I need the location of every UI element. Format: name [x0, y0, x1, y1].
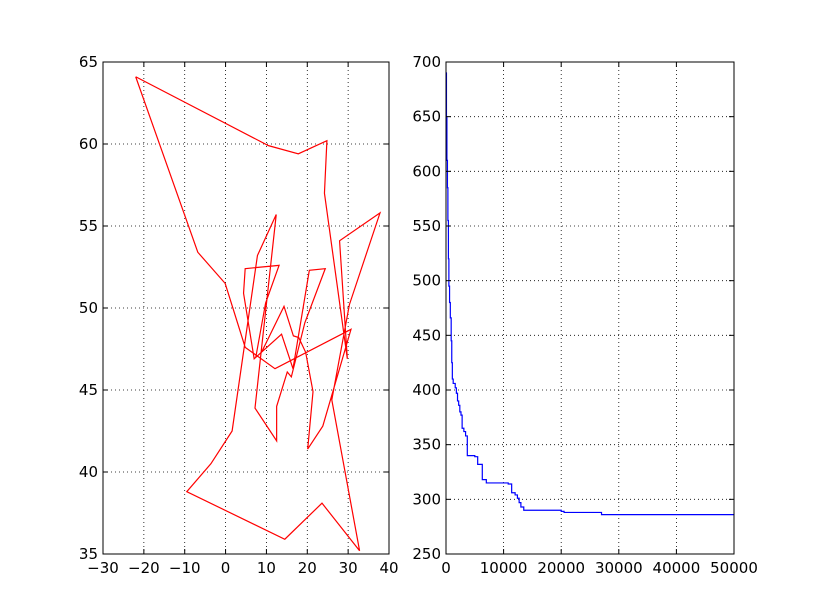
y-tick-label: 600: [412, 162, 441, 180]
axes-frame: [445, 61, 735, 555]
y-tick-label: 250: [412, 545, 441, 563]
y-tick-label: 400: [412, 381, 441, 399]
y-tick-label: 350: [412, 436, 441, 454]
y-tick-label: 500: [412, 272, 441, 290]
x-tick-label: 20: [298, 559, 317, 577]
x-tick-label: 50000: [710, 559, 758, 577]
tour-route-plot: −30 −20 −10 0 10 20 30 40 35 40 45 50 55 60 65: [79, 53, 399, 577]
y-tick-label: 55: [79, 217, 98, 235]
x-tick-label: 10: [257, 559, 276, 577]
y-tick-label: 450: [412, 326, 441, 344]
x-tick-label: 20000: [537, 559, 585, 577]
gridlines: [446, 62, 734, 554]
y-tick-label: 60: [79, 135, 98, 153]
y-tick-label: 700: [412, 53, 441, 71]
y-tick-label: 300: [412, 490, 441, 508]
x-tick-label: −10: [169, 559, 201, 577]
x-tick-label: −30: [87, 559, 119, 577]
y-tick-label: 40: [79, 463, 98, 481]
x-tick-label: 0: [221, 559, 231, 577]
x-tick-label: 10000: [480, 559, 528, 577]
convergence-plot: 0 10000 20000 30000 40000 50000 250 300 350 400 45…: [412, 53, 758, 577]
x-tick-label: 0: [441, 559, 451, 577]
y-tick-label: 65: [79, 53, 98, 71]
x-tick-label: 40000: [653, 559, 701, 577]
y-tick-label: 550: [412, 217, 441, 235]
x-tick-label: 40: [379, 559, 398, 577]
y-tick-label: 35: [79, 545, 98, 563]
route-line: [135, 76, 382, 552]
x-tick-label: −20: [128, 559, 160, 577]
y-tick-label: 50: [79, 299, 98, 317]
y-tick-label: 650: [412, 108, 441, 126]
x-tick-label: 30: [339, 559, 358, 577]
cost-line: [445, 72, 734, 516]
x-tick-label: 30000: [595, 559, 643, 577]
plot-area: [446, 62, 734, 554]
y-tick-label: 45: [79, 381, 98, 399]
